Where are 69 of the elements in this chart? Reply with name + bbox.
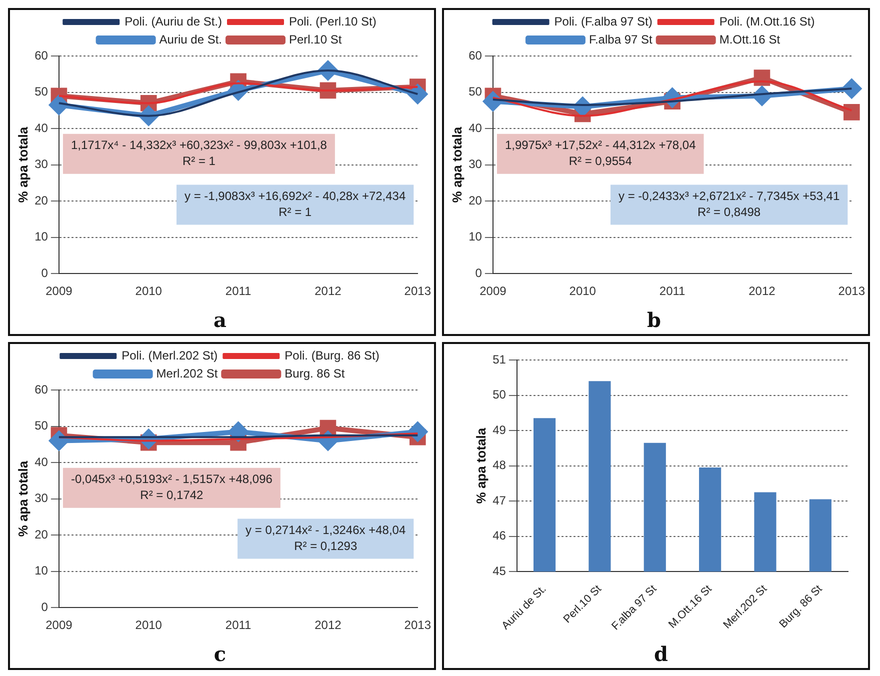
y-tick-label: 30 xyxy=(468,157,482,172)
y-tick-label: 60 xyxy=(34,48,48,62)
x-tick-label: 2013 xyxy=(404,284,432,298)
x-tick-label: 2009 xyxy=(46,284,73,298)
y-tick-label: 50 xyxy=(492,388,506,402)
text: b xyxy=(647,308,662,332)
y-axis-title: % apa totala xyxy=(449,126,464,203)
text: c xyxy=(214,642,226,666)
annotation: y = 0,2714x² - 1,3246x +48,04 R² = 0,1293 xyxy=(246,523,406,554)
y-tick-label: 50 xyxy=(34,84,48,99)
legend-label: Burg. 86 St xyxy=(284,366,346,380)
y-axis-title: % apa totala xyxy=(15,460,30,537)
legend-label: M.Ott.16 St xyxy=(719,32,781,46)
y-tick-label: 46 xyxy=(492,528,506,543)
y-tick-label: 40 xyxy=(34,120,48,135)
y-tick-label: 48 xyxy=(492,458,506,472)
legend-label: Poli. (Auriu de St.) xyxy=(124,14,222,28)
legend-label: Perl.10 St xyxy=(289,32,342,46)
legend-label: Merl.202 St xyxy=(156,366,218,380)
x-tick-label: 2011 xyxy=(659,284,686,298)
x-tick-label: 2010 xyxy=(135,284,162,298)
x-tick-label: 2012 xyxy=(314,284,342,298)
y-tick-label: 10 xyxy=(468,230,482,244)
y-tick-label: 60 xyxy=(468,48,482,62)
y-tick-label: 45 xyxy=(492,564,506,578)
x-tick-label: 2013 xyxy=(404,618,432,632)
annotation: y = -1,9083x³ +16,692x² - 40,28x +72,434 R² = 1 xyxy=(184,189,406,220)
x-tick-label: 2009 xyxy=(46,618,73,632)
x-tick-label: 2010 xyxy=(569,284,596,298)
annotation: -0,045x³ +0,5193x² - 1,5157x +48,096 R² = 0,1742 xyxy=(70,472,273,502)
x-tick-label: 2010 xyxy=(135,618,162,632)
x-tick-label: 2011 xyxy=(225,618,252,632)
x-tick-label: 2012 xyxy=(748,284,776,298)
y-tick-label: 0 xyxy=(41,266,48,280)
y-tick-label: 50 xyxy=(34,418,48,433)
y-tick-label: 0 xyxy=(475,266,482,280)
y-tick-label: 20 xyxy=(34,193,48,208)
annotation: y = -0,2433x³ +2,6721x² - 7,7345x +53,41 R² = 0,8498 xyxy=(618,189,840,220)
y-tick-label: 50 xyxy=(468,84,482,99)
annotation: 1,9975x³ +17,52x² - 44,312x +78,04 R² = 0,9554 xyxy=(504,138,696,168)
y-tick-label: 60 xyxy=(34,382,48,396)
legend-label: Poli. (Burg. 86 St) xyxy=(284,348,380,362)
x-tick-label: 2011 xyxy=(225,284,252,298)
y-tick-label: 30 xyxy=(34,491,48,506)
y-tick-label: 10 xyxy=(34,564,48,578)
text: d xyxy=(654,642,668,666)
y-tick-label: 30 xyxy=(34,157,48,172)
y-tick-label: 20 xyxy=(34,527,48,542)
x-tick-label: 2012 xyxy=(314,618,342,632)
y-axis-title: % apa totala xyxy=(473,427,488,504)
y-tick-label: 0 xyxy=(41,600,48,614)
y-tick-label: 47 xyxy=(492,493,506,508)
legend-label: Poli. (M.Ott.16 St) xyxy=(719,14,815,28)
x-tick-label: 2013 xyxy=(838,284,866,298)
y-tick-label: 20 xyxy=(468,193,482,208)
y-tick-label: 51 xyxy=(492,352,506,366)
legend-label: Auriu de St. xyxy=(159,32,222,46)
y-tick-label: 40 xyxy=(468,120,482,135)
text: a xyxy=(214,308,227,332)
annotation: 1,1717x⁴ - 14,332x³ +60,323x² - 99,803x +101,8 R² = 1 xyxy=(70,138,328,168)
legend-label: F.alba 97 St xyxy=(588,32,654,46)
y-axis-title: % apa totala xyxy=(15,126,30,203)
y-tick-label: 49 xyxy=(492,422,506,437)
legend-label: Poli. (Perl.10 St) xyxy=(289,14,376,28)
legend-label: Poli. (Merl.202 St) xyxy=(122,348,218,362)
legend-label: Poli. (F.alba 97 St) xyxy=(554,14,652,28)
y-tick-label: 10 xyxy=(34,230,48,244)
y-tick-label: 40 xyxy=(34,454,48,469)
x-tick-label: 2009 xyxy=(480,284,507,298)
